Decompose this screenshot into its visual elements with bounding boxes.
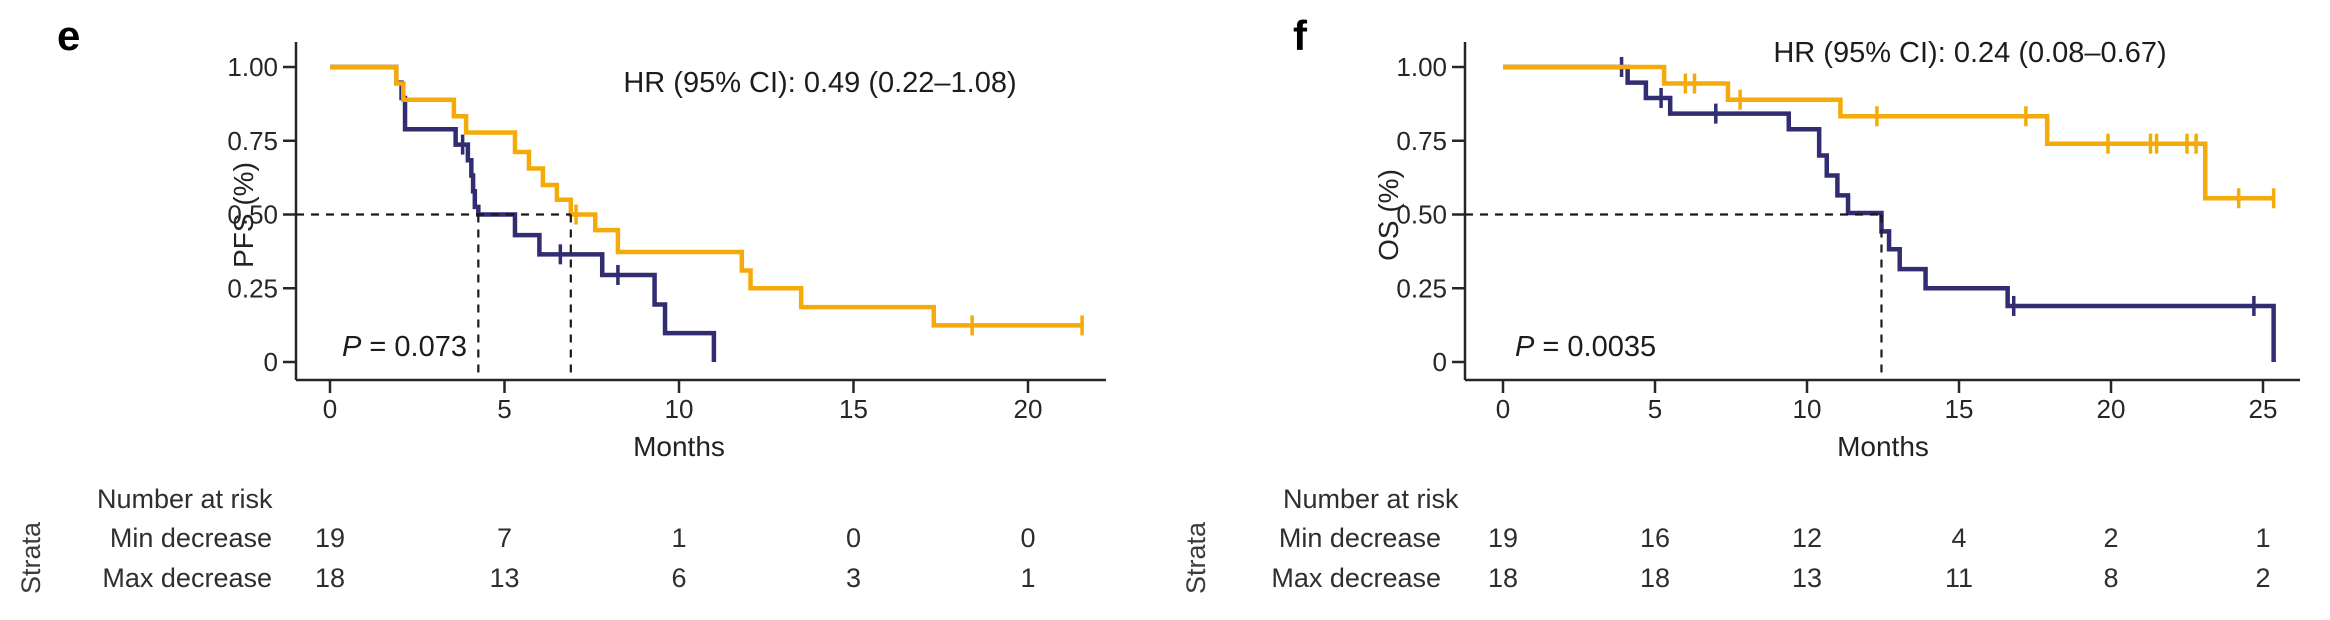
x-tick-label: 20	[1014, 394, 1043, 424]
risk-row-label-min-decrease: Min decrease	[110, 523, 272, 553]
y-axis-label: OS (%)	[1373, 169, 1404, 261]
risk-count: 8	[2103, 563, 2118, 593]
risk-count: 19	[315, 523, 345, 553]
strata-label: Strata	[1181, 521, 1211, 594]
p-annotation-symbol: P	[342, 331, 362, 363]
x-tick-label: 5	[1648, 394, 1662, 424]
x-tick-label: 0	[323, 394, 337, 424]
risk-count: 19	[1488, 523, 1518, 553]
hr-annotation: HR (95% CI): 0.49 (0.22–1.08)	[623, 67, 1016, 99]
risk-count: 18	[1640, 563, 1670, 593]
panel-letter: f	[1293, 12, 1308, 59]
p-annotation-value: = 0.073	[361, 331, 467, 363]
p-annotation-symbol: P	[1515, 331, 1535, 363]
y-tick-label: 0.75	[227, 126, 278, 156]
x-tick-label: 10	[665, 394, 694, 424]
number-at-risk-label: Number at risk	[1283, 484, 1459, 514]
x-tick-label: 20	[2097, 394, 2126, 424]
y-tick-label: 0	[1433, 347, 1447, 377]
risk-count: 11	[1945, 563, 1973, 593]
risk-count: 1	[671, 523, 686, 553]
risk-count: 3	[846, 563, 861, 593]
panel-letter: e	[57, 12, 80, 59]
p-annotation-value: = 0.0035	[1534, 331, 1656, 363]
y-tick-label: 0	[264, 347, 278, 377]
x-tick-label: 10	[1793, 394, 1822, 424]
risk-count: 1	[2255, 523, 2270, 553]
risk-row-label-max-decrease: Max decrease	[102, 563, 272, 593]
number-at-risk-label: Number at risk	[97, 484, 273, 514]
risk-row-label-max-decrease: Max decrease	[1271, 563, 1441, 593]
months-label: Months	[1837, 431, 1929, 462]
y-tick-label: 1.00	[227, 52, 278, 82]
y-tick-label: 0.50	[1396, 200, 1447, 230]
x-tick-label: 15	[839, 394, 868, 424]
x-tick-label: 25	[2249, 394, 2278, 424]
p-annotation: P = 0.073	[342, 331, 467, 363]
risk-count: 13	[1792, 563, 1822, 593]
risk-count: 2	[2255, 563, 2270, 593]
y-axis-label: PFS (%)	[228, 162, 259, 268]
risk-count: 0	[1020, 523, 1035, 553]
x-tick-label: 5	[497, 394, 511, 424]
risk-count: 7	[497, 523, 512, 553]
risk-count: 16	[1640, 523, 1670, 553]
km-curve-max-decrease	[1503, 64, 2276, 201]
risk-count: 6	[671, 563, 686, 593]
hr-annotation: HR (95% CI): 0.24 (0.08–0.67)	[1773, 37, 2166, 69]
risk-count: 4	[1951, 523, 1966, 553]
risk-row-label-min-decrease: Min decrease	[1279, 523, 1441, 553]
km-panel-f: f 1.00 0.75 0.50 0.25 0 0 5 10 15 20 25 Months OS (%)…	[1181, 12, 2300, 594]
y-tick-label: 1.00	[1396, 52, 1447, 82]
y-tick-label: 0.25	[1396, 273, 1447, 303]
km-curve-max-decrease	[330, 64, 1084, 328]
y-tick-label: 0.25	[227, 273, 278, 303]
risk-count: 13	[489, 563, 519, 593]
x-tick-label: 15	[1945, 394, 1974, 424]
p-annotation: P = 0.0035	[1515, 331, 1656, 363]
strata-label: Strata	[16, 521, 46, 594]
risk-count: 1	[1020, 563, 1035, 593]
months-label: Months	[633, 431, 725, 462]
risk-count: 2	[2103, 523, 2118, 553]
y-tick-label: 0.75	[1396, 126, 1447, 156]
risk-count: 18	[315, 563, 345, 593]
risk-count: 18	[1488, 563, 1518, 593]
risk-count: 0	[846, 523, 861, 553]
x-tick-label: 0	[1496, 394, 1510, 424]
risk-count: 12	[1792, 523, 1822, 553]
y-tick-label: 0.50	[227, 200, 278, 230]
